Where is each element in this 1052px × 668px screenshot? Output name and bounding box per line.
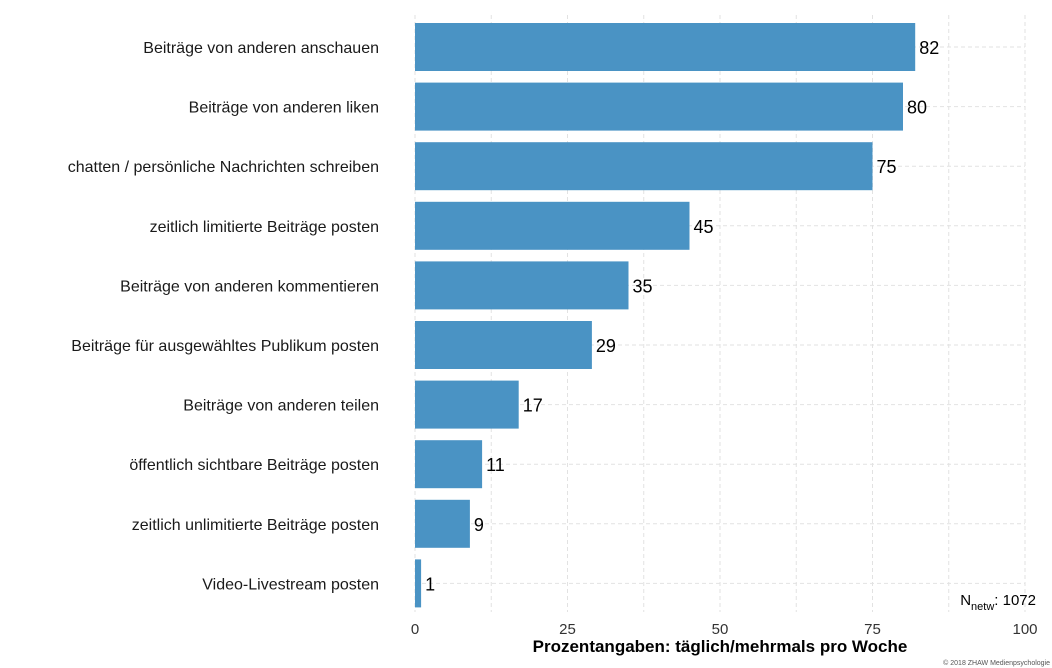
value-label: 35: [633, 276, 653, 296]
bar: [415, 559, 422, 608]
x-axis-label: Prozentangaben: täglich/mehrmals pro Woc…: [533, 637, 908, 656]
category-label: Beiträge von anderen anschauen: [143, 40, 379, 57]
sample-size-note: Nnetw: 1072: [960, 592, 1036, 613]
category-label: Video-Livestream posten: [202, 576, 379, 593]
value-label: 11: [486, 455, 505, 475]
value-label: 9: [474, 515, 484, 535]
copyright-note: © 2018 ZHAW Medienpsychologie: [943, 659, 1050, 667]
category-label: Beiträge von anderen kommentieren: [120, 278, 379, 295]
x-tick-label: 25: [559, 621, 576, 638]
bar: [415, 440, 483, 489]
sample-size-prefix: N: [960, 592, 971, 609]
bar: [415, 321, 592, 369]
bar: [415, 380, 519, 429]
sample-size-value: : 1072: [994, 592, 1036, 609]
x-tick-label: 0: [411, 621, 419, 638]
x-tick-label: 100: [1012, 621, 1037, 638]
bar: [415, 201, 690, 250]
category-labels: Beiträge von anderen anschauen Beiträge v…: [68, 40, 379, 593]
value-labels: 82 80 75 45 35 29 17 11 9 1: [425, 38, 939, 594]
value-label: 45: [694, 217, 714, 237]
category-label: chatten / persönliche Nachrichten schrei…: [68, 159, 379, 176]
category-label: Beiträge von anderen liken: [189, 100, 379, 117]
category-label: öffentlich sichtbare Beiträge posten: [129, 457, 379, 474]
bar: [415, 499, 470, 548]
value-label: 1: [425, 574, 435, 594]
bar: [415, 23, 916, 71]
category-label: zeitlich unlimitierte Beiträge posten: [132, 517, 379, 534]
value-label: 80: [907, 98, 927, 118]
x-tick-labels: 0 25 50 75 100: [411, 621, 1038, 638]
x-tick-label: 50: [712, 621, 729, 638]
bar: [415, 261, 629, 310]
value-label: 29: [596, 336, 616, 356]
category-label: zeitlich limitierte Beiträge posten: [150, 219, 379, 236]
category-label: Beiträge für ausgewähltes Publikum poste…: [71, 338, 379, 355]
bar: [415, 82, 903, 131]
category-label: Beiträge von anderen teilen: [183, 398, 379, 415]
value-label: 82: [919, 38, 939, 58]
bars: [415, 23, 916, 608]
x-tick-label: 75: [864, 621, 881, 638]
value-label: 75: [877, 157, 897, 177]
bar: [415, 142, 873, 191]
sample-size-subscript: netw: [971, 601, 994, 613]
value-label: 17: [523, 396, 543, 416]
